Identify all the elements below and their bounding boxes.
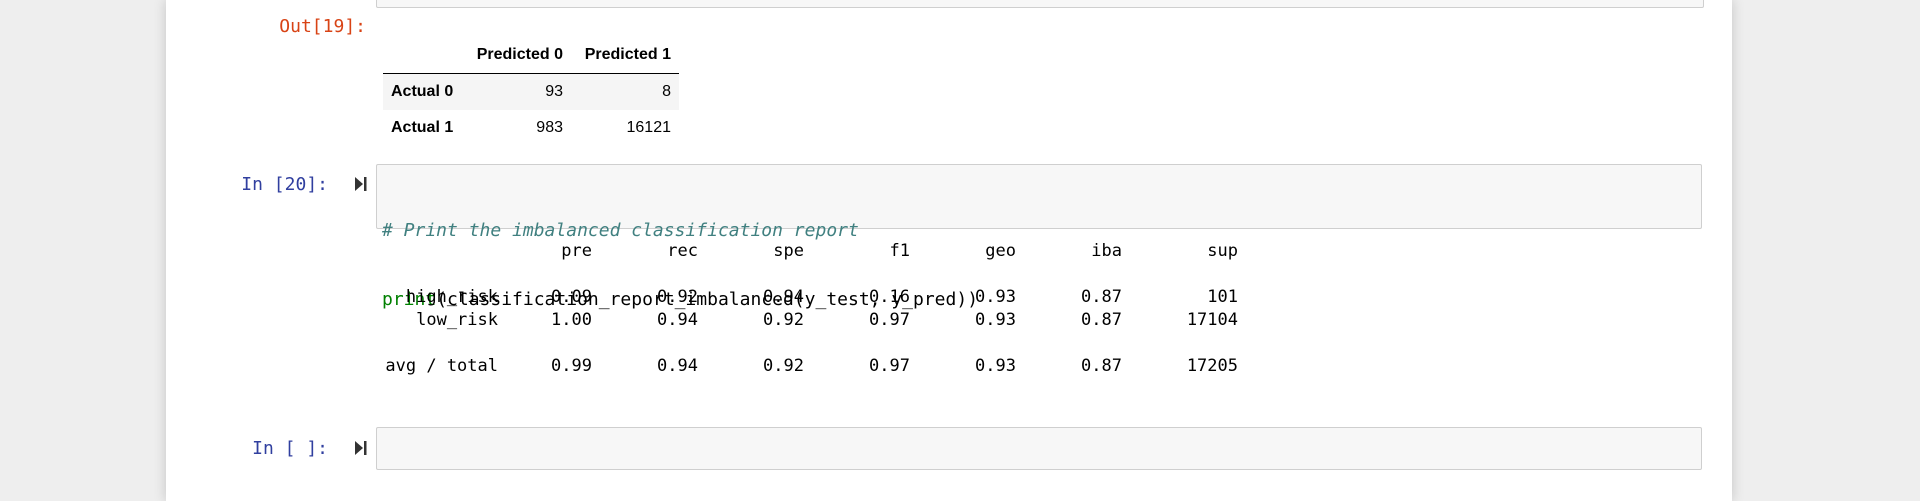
run-cell-icon[interactable]: [354, 440, 368, 456]
report-value: 0.97: [869, 356, 910, 376]
input-prompt: In [20]:: [241, 174, 328, 195]
table-cell: 983: [536, 119, 563, 136]
code-editor[interactable]: # Print the imbalanced classification re…: [382, 173, 978, 357]
report-row: high_risk 0.09 0.92 0.94 0.16 0.93 0.87 …: [382, 286, 1238, 309]
output-prompt: Out[19]:: [279, 16, 366, 37]
report-value: 0.92: [657, 287, 698, 307]
report-value: 0.16: [869, 287, 910, 307]
report-value: 0.87: [1081, 310, 1122, 330]
report-header: f1: [889, 241, 910, 261]
report-blank-row: [382, 263, 443, 286]
report-value: 0.94: [657, 310, 698, 330]
code-builtin: print: [382, 289, 437, 310]
row-label: Actual 1: [391, 119, 454, 136]
table-row: Actual 1 983 16121: [383, 110, 679, 146]
report-value: 0.93: [975, 310, 1016, 330]
input-prompt-empty: In [ ]:: [252, 438, 328, 459]
table-cell: 8: [662, 83, 671, 100]
table-cell: 93: [545, 83, 563, 100]
report-value: 0.92: [763, 310, 804, 330]
report-header: geo: [985, 241, 1016, 261]
notebook-container: Out[19]: Predicted 0 Predicted 1 Actual …: [166, 0, 1732, 501]
run-cell-icon[interactable]: [354, 176, 368, 192]
classification-report-output: pre rec spe f1 geo iba sup high_risk 0.0…: [382, 240, 1238, 378]
report-value: 0.94: [763, 287, 804, 307]
report-header: sup: [1207, 241, 1238, 261]
code-args: (classification_report_imbalanced(y_test…: [436, 289, 979, 310]
report-value: 0.93: [975, 356, 1016, 376]
report-value: 0.93: [975, 287, 1016, 307]
row-label: Actual 0: [391, 83, 454, 100]
report-header: iba: [1091, 241, 1122, 261]
report-value: 0.99: [551, 356, 592, 376]
index-header: [383, 37, 465, 74]
report-value: 0.87: [1081, 287, 1122, 307]
report-value: 0.94: [657, 356, 698, 376]
code-comment: # Print the imbalanced classification re…: [382, 220, 859, 241]
report-value: 0.92: [763, 356, 804, 376]
code-input-area[interactable]: [376, 164, 1702, 229]
report-row-label: high_risk: [405, 287, 498, 307]
report-header: spe: [773, 241, 804, 261]
report-header-row: pre rec spe f1 geo iba sup: [382, 240, 1238, 263]
report-total-row: avg / total 0.99 0.94 0.92 0.97 0.93 0.8…: [382, 355, 1238, 378]
column-header: Predicted 1: [571, 37, 679, 74]
table-row: Actual 0 93 8: [383, 73, 679, 110]
report-value: 17205: [1186, 356, 1238, 376]
table-cell: 16121: [626, 119, 672, 136]
report-row-label: low_risk: [416, 310, 498, 330]
previous-input-area[interactable]: [376, 0, 1704, 8]
confusion-matrix-table: Predicted 0 Predicted 1 Actual 0 93 8 Ac…: [383, 37, 679, 146]
report-value: 17104: [1186, 310, 1238, 330]
report-value: 1.00: [551, 310, 592, 330]
report-value: 0.87: [1081, 356, 1122, 376]
column-header: Predicted 0: [465, 37, 571, 74]
report-row: low_risk 1.00 0.94 0.92 0.97 0.93 0.87 1…: [382, 309, 1238, 332]
empty-code-input-area[interactable]: [376, 427, 1702, 470]
report-header: rec: [667, 241, 698, 261]
report-value: 101: [1207, 287, 1238, 307]
report-blank-row: [382, 332, 443, 355]
table-header-row: Predicted 0 Predicted 1: [383, 37, 679, 74]
report-row-label: avg / total: [385, 356, 498, 376]
report-value: 0.97: [869, 310, 910, 330]
report-value: 0.09: [551, 287, 592, 307]
report-header: pre: [561, 241, 592, 261]
